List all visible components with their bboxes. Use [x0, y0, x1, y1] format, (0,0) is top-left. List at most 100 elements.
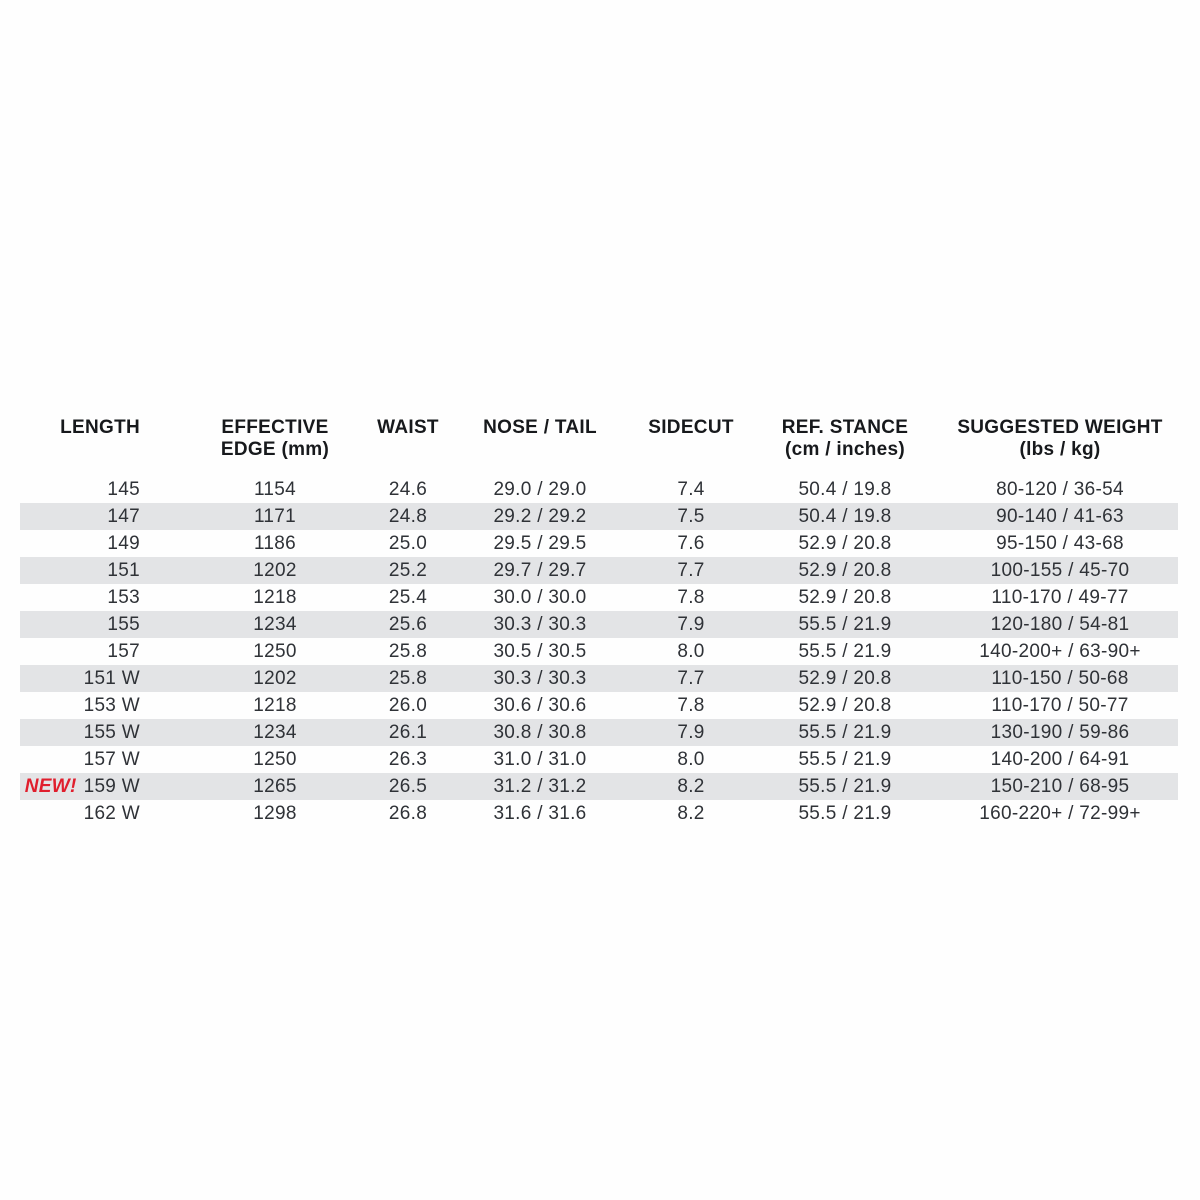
cell-effective-edge: 1234	[253, 613, 297, 635]
cell-waist: 26.0	[388, 694, 428, 716]
table-row: 149 1186 25.0 29.5 / 29.5 7.6 52.9 / 20.8 95-1…	[20, 530, 1178, 557]
table-row: 155 1234 25.6 30.3 / 30.3 7.9 55.5 / 21.9 120-…	[20, 611, 1178, 638]
col-header-ref-stance: REF. STANCE (cm / inches)	[748, 410, 942, 476]
cell-sidecut: 8.2	[677, 802, 705, 824]
cell-effective-edge: 1250	[253, 748, 297, 770]
cell-ref-stance: 52.9 / 20.8	[798, 559, 892, 581]
cell-length: 151	[107, 559, 140, 581]
col-header-line1: WAIST	[377, 417, 439, 438]
cell-sidecut: 7.6	[677, 532, 705, 554]
col-header-nose-tail: NOSE / TAIL	[446, 410, 634, 476]
spec-table-body: 145 1154 24.6 29.0 / 29.0 7.4 50.4 / 19.8 80-1…	[20, 476, 1178, 827]
cell-waist: 25.8	[388, 640, 428, 662]
table-row: 157 1250 25.8 30.5 / 30.5 8.0 55.5 / 21.9 140-…	[20, 638, 1178, 665]
table-row: 157 W 1250 26.3 31.0 / 31.0 8.0 55.5 / 21.9 14…	[20, 746, 1178, 773]
table-row: 162 W 1298 26.8 31.6 / 31.6 8.2 55.5 / 21.9 16…	[20, 800, 1178, 827]
cell-sidecut: 7.9	[677, 613, 705, 635]
cell-nose-tail: 30.0 / 30.0	[493, 586, 587, 608]
cell-ref-stance: 52.9 / 20.8	[798, 694, 892, 716]
cell-sidecut: 8.0	[677, 640, 705, 662]
table-row: 151 W 1202 25.8 30.3 / 30.3 7.7 52.9 / 20.8 11…	[20, 665, 1178, 692]
table-row: 153 1218 25.4 30.0 / 30.0 7.8 52.9 / 20.8 110-…	[20, 584, 1178, 611]
cell-waist: 26.5	[388, 775, 428, 797]
col-header-effective-edge: EFFECTIVE EDGE (mm)	[180, 410, 370, 476]
header-row: LENGTH EFFECTIVE EDGE (mm) WAIST NOSE / …	[20, 410, 1178, 476]
cell-nose-tail: 31.6 / 31.6	[493, 802, 587, 824]
cell-waist: 25.0	[388, 532, 428, 554]
cell-nose-tail: 29.0 / 29.0	[493, 478, 587, 500]
cell-nose-tail: 29.7 / 29.7	[493, 559, 587, 581]
cell-sidecut: 7.8	[677, 694, 705, 716]
cell-waist: 26.3	[388, 748, 428, 770]
col-header-line1: REF. STANCE	[781, 417, 909, 438]
cell-sidecut: 7.5	[677, 505, 705, 527]
cell-waist: 25.2	[388, 559, 428, 581]
cell-effective-edge: 1186	[253, 532, 297, 554]
cell-effective-edge: 1234	[253, 721, 297, 743]
cell-nose-tail: 29.2 / 29.2	[493, 505, 587, 527]
cell-length: 149	[107, 532, 140, 554]
cell-waist: 25.6	[388, 613, 428, 635]
table-row: 151 1202 25.2 29.7 / 29.7 7.7 52.9 / 20.8 100-…	[20, 557, 1178, 584]
cell-length: 153	[107, 586, 140, 608]
spec-table: LENGTH EFFECTIVE EDGE (mm) WAIST NOSE / …	[20, 410, 1178, 827]
cell-sidecut: 7.4	[677, 478, 705, 500]
cell-nose-tail: 30.6 / 30.6	[493, 694, 587, 716]
cell-effective-edge: 1218	[253, 586, 297, 608]
cell-effective-edge: 1171	[253, 505, 297, 527]
cell-suggested-weight: 110-170 / 49-77	[991, 586, 1129, 608]
cell-waist: 25.4	[388, 586, 428, 608]
cell-length: 157 W	[83, 748, 140, 770]
cell-nose-tail: 30.8 / 30.8	[493, 721, 587, 743]
cell-sidecut: 7.7	[677, 559, 705, 581]
cell-nose-tail: 29.5 / 29.5	[493, 532, 587, 554]
cell-nose-tail: 30.5 / 30.5	[493, 640, 587, 662]
cell-nose-tail: 30.3 / 30.3	[493, 667, 587, 689]
cell-sidecut: 8.2	[677, 775, 705, 797]
cell-sidecut: 8.0	[677, 748, 705, 770]
cell-ref-stance: 55.5 / 21.9	[798, 748, 892, 770]
col-header-line1: SIDECUT	[648, 417, 734, 438]
cell-ref-stance: 52.9 / 20.8	[798, 667, 892, 689]
col-header-line2: (lbs / kg)	[1019, 439, 1101, 460]
new-badge: NEW!	[24, 775, 77, 797]
cell-effective-edge: 1202	[253, 559, 297, 581]
col-header-line1: EFFECTIVE	[221, 417, 329, 438]
cell-length: 145	[107, 478, 140, 500]
cell-sidecut: 7.7	[677, 667, 705, 689]
cell-suggested-weight: 150-210 / 68-95	[990, 775, 1130, 797]
table-row: NEW! 159 W 1265 26.5 31.2 / 31.2 8.2 55.5 / 21…	[20, 773, 1178, 800]
cell-suggested-weight: 100-155 / 45-70	[990, 559, 1130, 581]
cell-waist: 25.8	[388, 667, 428, 689]
cell-effective-edge: 1202	[253, 667, 297, 689]
col-header-line2: (cm / inches)	[784, 439, 906, 460]
col-header-length: LENGTH	[20, 410, 180, 476]
cell-length: NEW! 159 W	[24, 775, 140, 797]
col-header-line2: EDGE (mm)	[220, 439, 330, 460]
cell-length: 155	[107, 613, 140, 635]
cell-suggested-weight: 90-140 / 41-63	[996, 505, 1124, 527]
spec-table-header: LENGTH EFFECTIVE EDGE (mm) WAIST NOSE / …	[20, 410, 1178, 476]
cell-nose-tail: 31.0 / 31.0	[493, 748, 587, 770]
cell-nose-tail: 31.2 / 31.2	[493, 775, 587, 797]
cell-ref-stance: 55.5 / 21.9	[798, 721, 892, 743]
col-header-sidecut: SIDECUT	[634, 410, 748, 476]
table-row: 155 W 1234 26.1 30.8 / 30.8 7.9 55.5 / 21.9 13…	[20, 719, 1178, 746]
table-row: 147 1171 24.8 29.2 / 29.2 7.5 50.4 / 19.8 90-1…	[20, 503, 1178, 530]
cell-sidecut: 7.8	[677, 586, 705, 608]
cell-waist: 26.1	[388, 721, 428, 743]
cell-suggested-weight: 110-170 / 50-77	[991, 694, 1129, 716]
cell-ref-stance: 52.9 / 20.8	[798, 586, 892, 608]
cell-suggested-weight: 95-150 / 43-68	[996, 532, 1124, 554]
cell-ref-stance: 50.4 / 19.8	[798, 505, 892, 527]
cell-waist: 26.8	[388, 802, 428, 824]
cell-effective-edge: 1250	[253, 640, 297, 662]
cell-suggested-weight: 160-220+ / 72-99+	[979, 802, 1141, 824]
col-header-line1: LENGTH	[60, 417, 140, 438]
cell-suggested-weight: 130-190 / 59-86	[990, 721, 1130, 743]
cell-ref-stance: 55.5 / 21.9	[798, 775, 892, 797]
cell-waist: 24.6	[388, 478, 428, 500]
cell-ref-stance: 50.4 / 19.8	[798, 478, 892, 500]
cell-ref-stance: 55.5 / 21.9	[798, 613, 892, 635]
cell-ref-stance: 52.9 / 20.8	[798, 532, 892, 554]
